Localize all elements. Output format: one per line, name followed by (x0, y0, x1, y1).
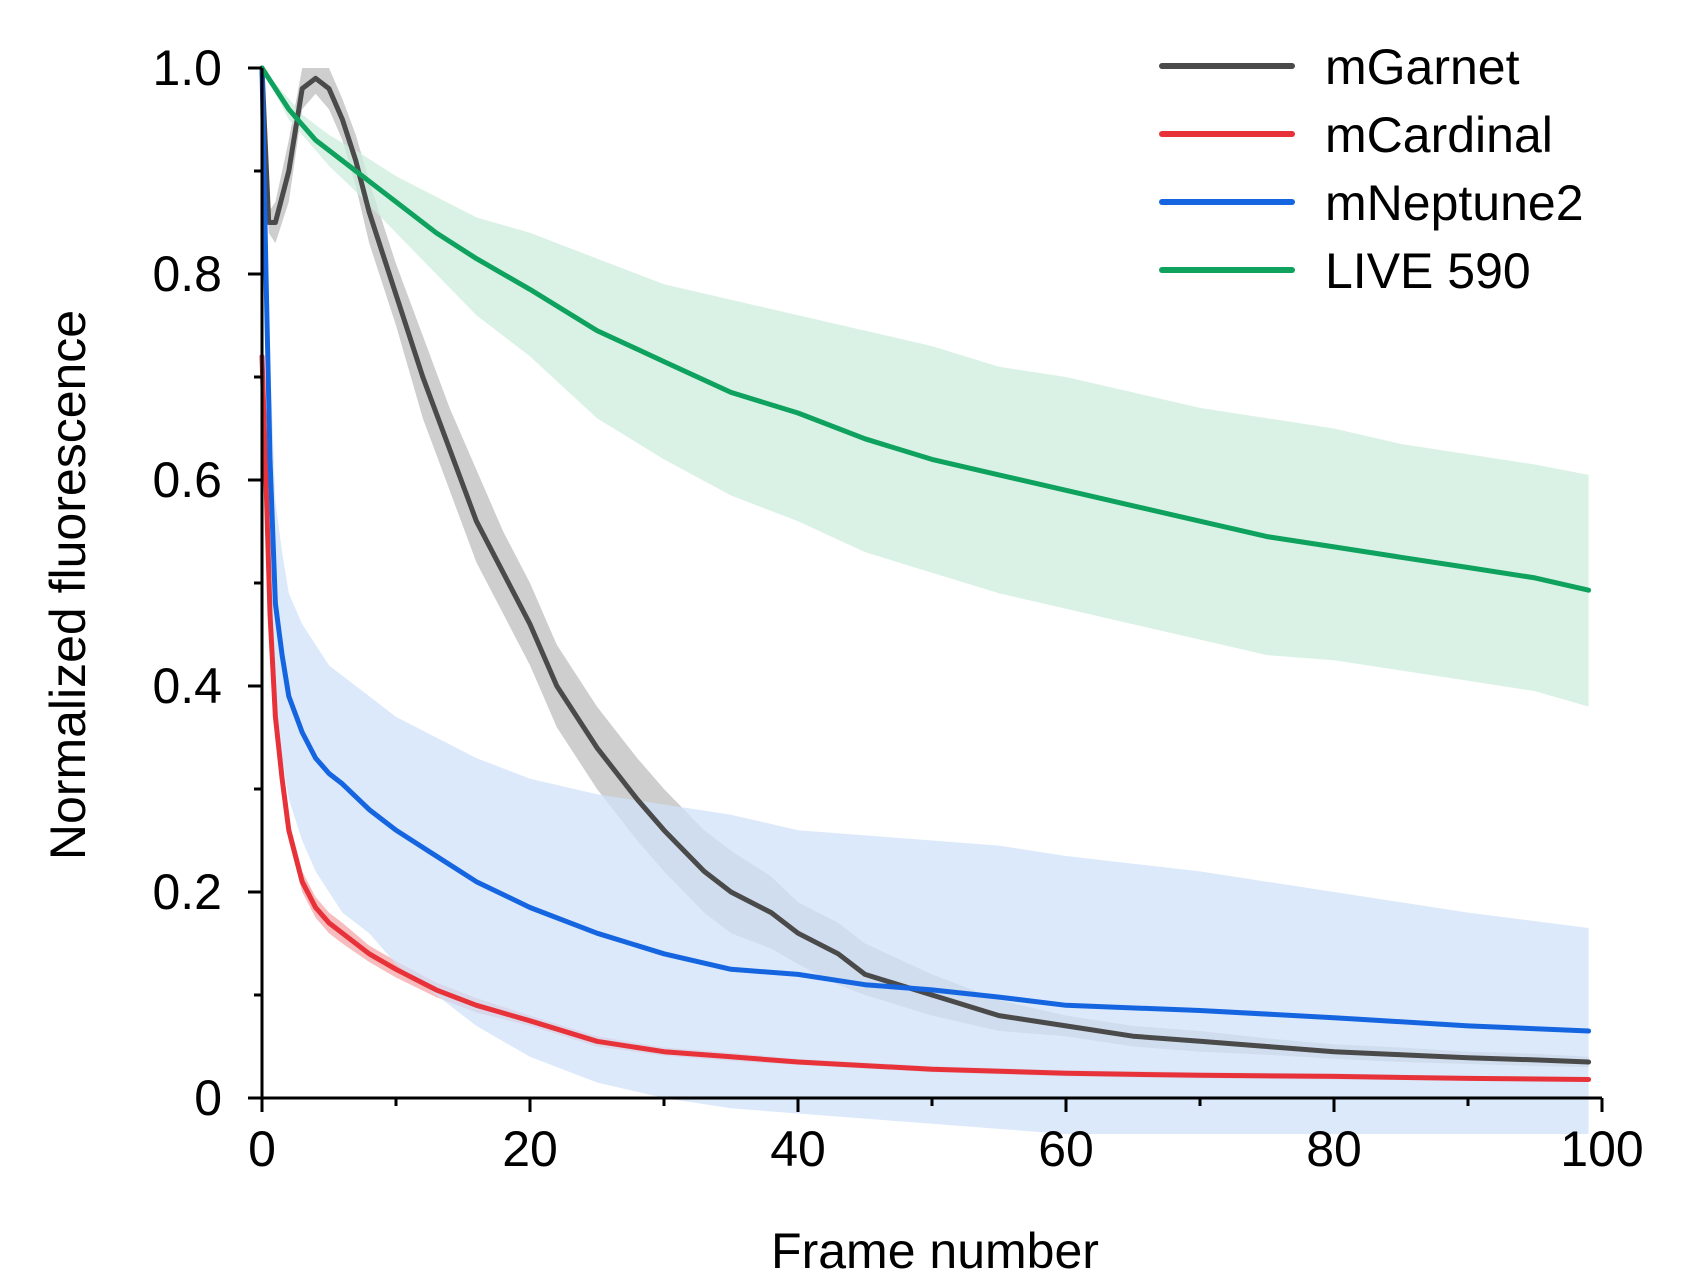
y-tick-label: 0 (194, 1070, 222, 1126)
x-tick-label: 100 (1560, 1121, 1643, 1177)
band-live-590 (262, 68, 1589, 707)
x-ticks: 0 20 40 60 80 100 (248, 1098, 1644, 1177)
y-ticks: 0 0.2 0.4 0.6 0.8 1.0 (152, 40, 262, 1126)
x-axis-label: Frame number (771, 1223, 1099, 1279)
x-tick-label: 0 (248, 1121, 276, 1177)
line-mneptune2 (259, 65, 1592, 1034)
y-axis-label: Normalized fluorescence (40, 310, 96, 860)
confidence-bands (262, 68, 1589, 1134)
legend-item-mneptune2: mNeptune2 (1159, 175, 1584, 231)
y-tick-label: 0.4 (152, 658, 222, 714)
y-tick-label: 1.0 (152, 40, 222, 96)
series-lines (259, 65, 1592, 1082)
x-tick-label: 40 (770, 1121, 826, 1177)
legend-label: mCardinal (1325, 107, 1553, 163)
legend: mGarnet mCardinal mNeptune2 LIVE 590 (1159, 39, 1584, 299)
line-mgarnet (259, 65, 1592, 1065)
legend-item-mgarnet: mGarnet (1159, 39, 1520, 95)
y-tick-label: 0.6 (152, 452, 222, 508)
x-tick-label: 20 (502, 1121, 558, 1177)
legend-label: mGarnet (1325, 39, 1520, 95)
legend-label: mNeptune2 (1325, 175, 1584, 231)
legend-label: LIVE 590 (1325, 243, 1531, 299)
x-tick-label: 60 (1038, 1121, 1094, 1177)
band-mneptune2 (262, 68, 1589, 1134)
line-live-590 (259, 65, 1592, 593)
x-tick-label: 80 (1306, 1121, 1362, 1177)
legend-item-live-590: LIVE 590 (1159, 243, 1531, 299)
line-mcardinal (259, 353, 1592, 1082)
y-tick-label: 0.2 (152, 864, 222, 920)
legend-item-mcardinal: mCardinal (1159, 107, 1553, 163)
y-tick-label: 0.8 (152, 246, 222, 302)
